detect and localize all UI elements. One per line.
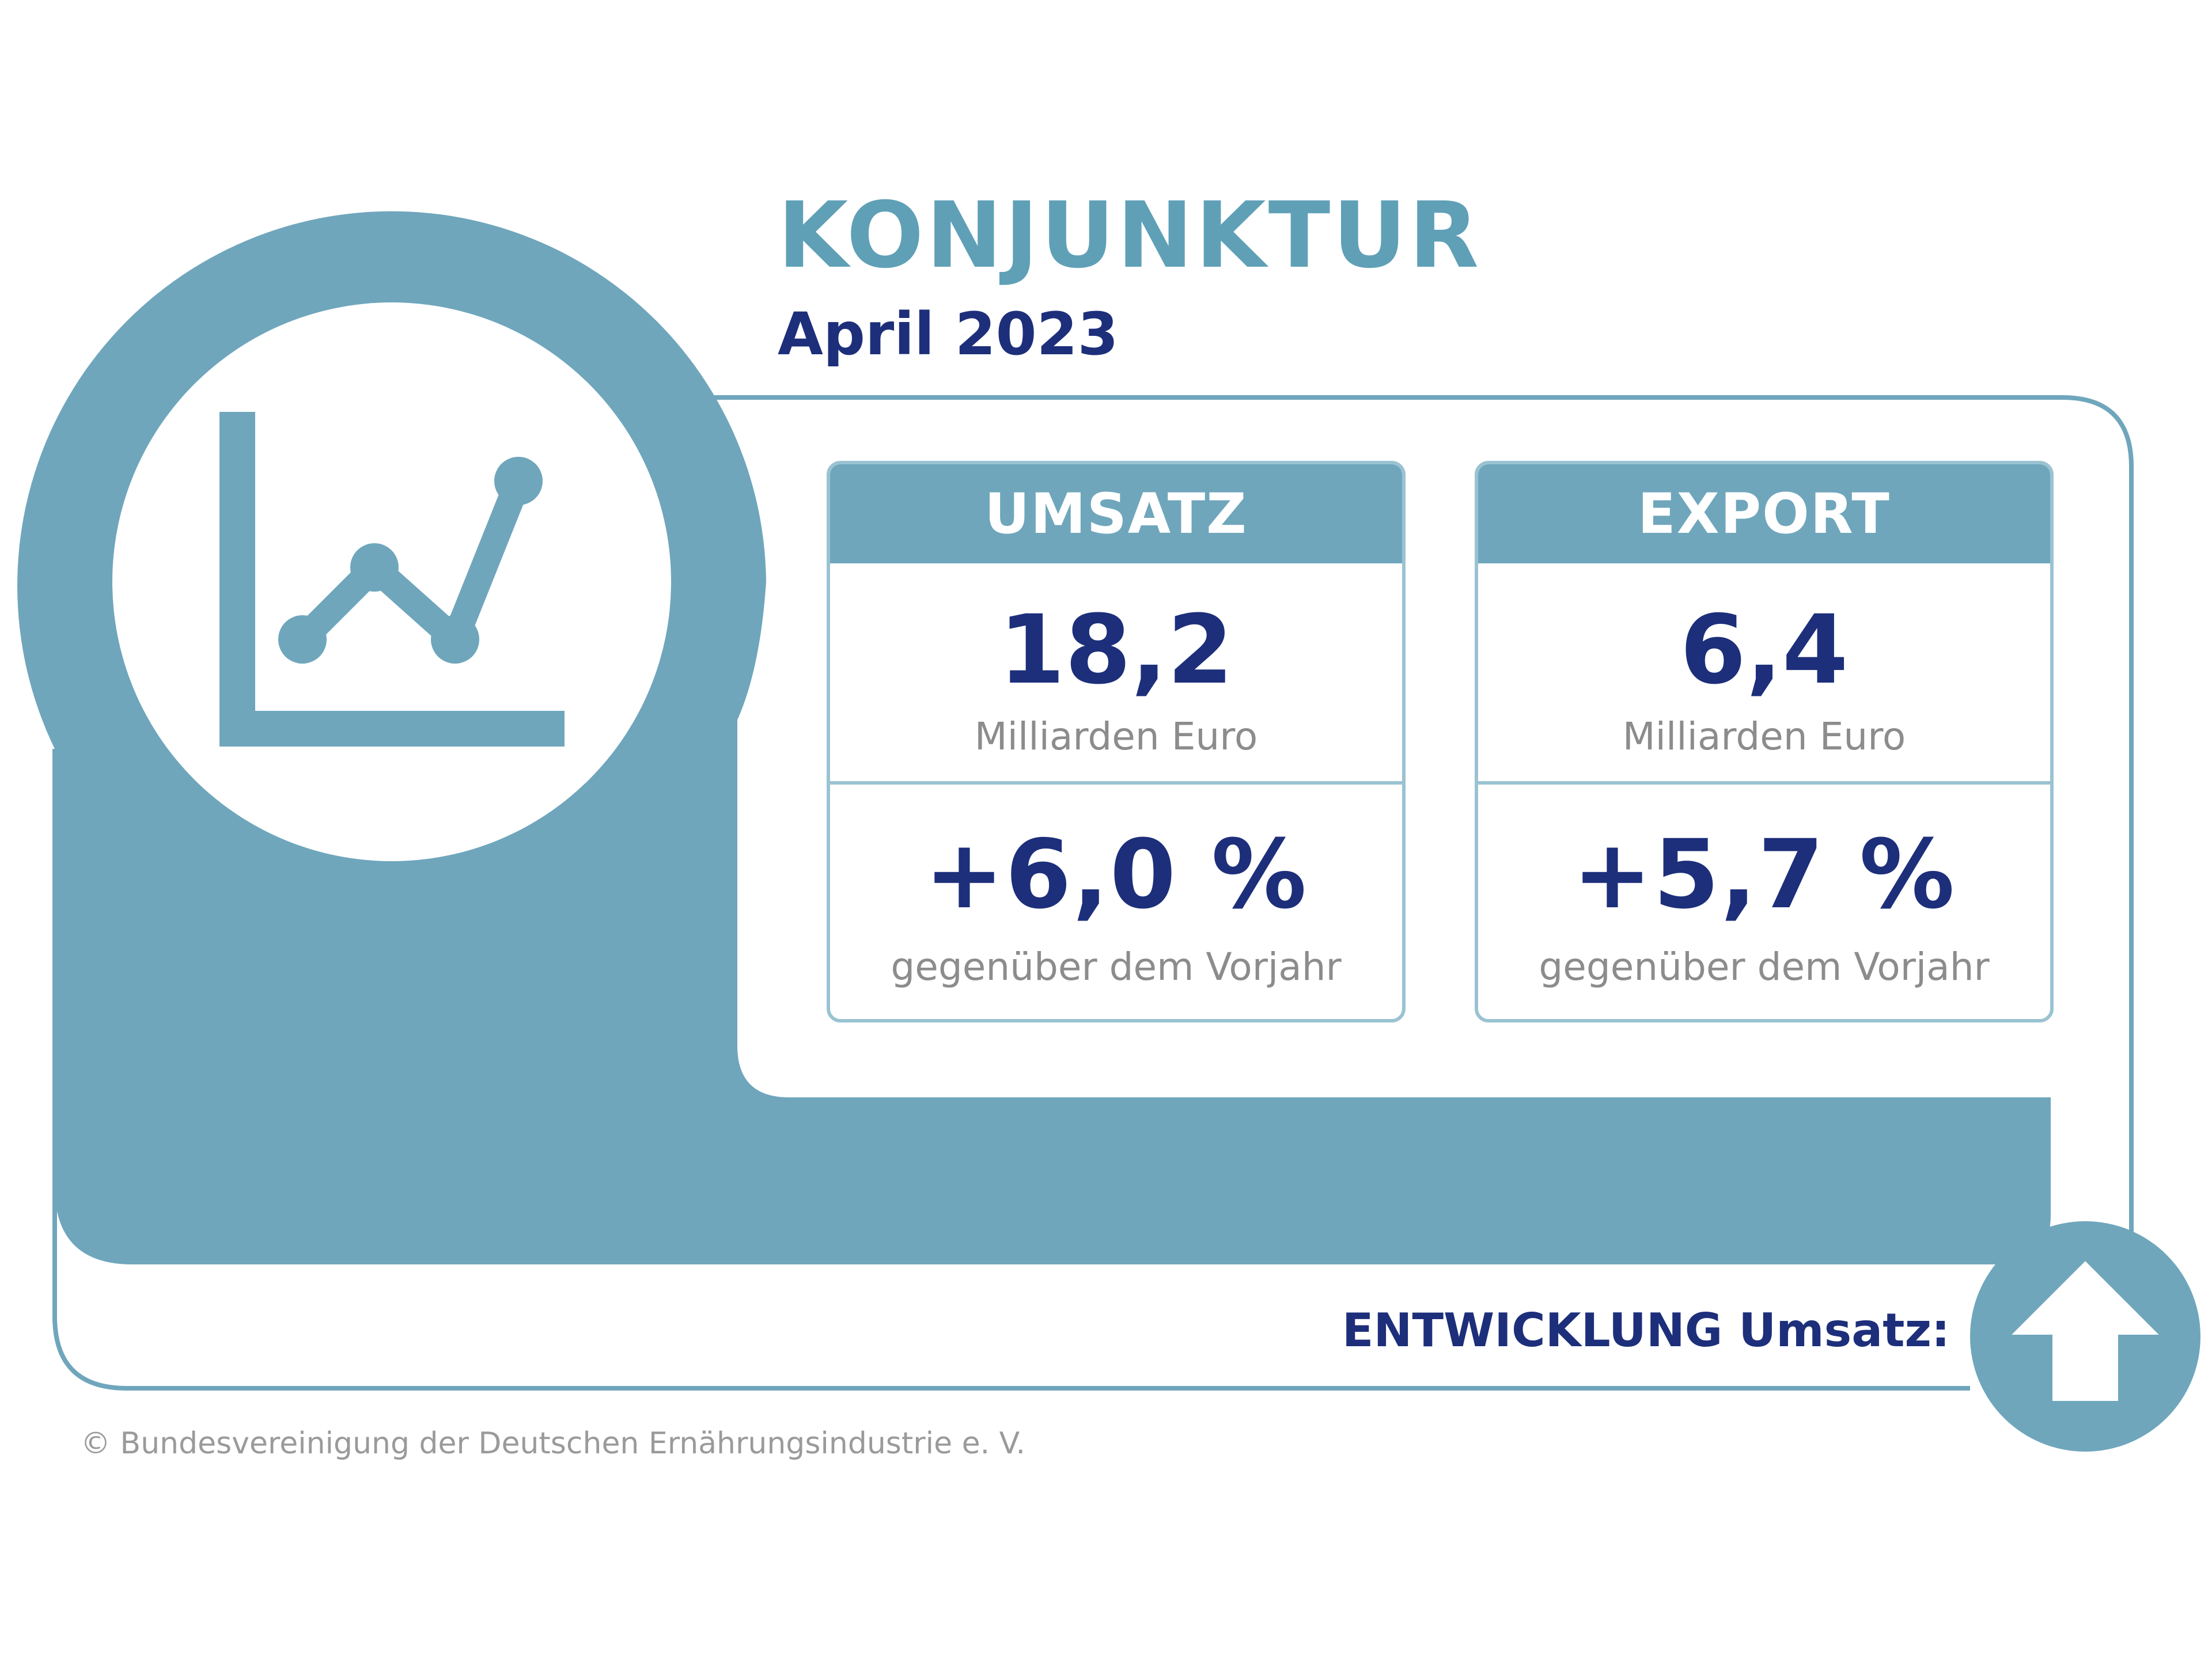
card-value: 6,4	[1680, 594, 1849, 705]
card-unit: Milliarden Euro	[1622, 714, 1906, 759]
card-divider	[830, 781, 1402, 785]
card-change-label: gegenüber dem Vorjahr	[1539, 945, 1990, 989]
card-unit: Milliarden Euro	[974, 714, 1258, 759]
page-subtitle: April 2023	[778, 300, 1119, 369]
card-export: EXPORT 6,4 Milliarden Euro +5,7 % gegenü…	[1475, 461, 2054, 1022]
card-change: +6,0 %	[924, 819, 1308, 930]
outer-frame-outline	[52, 395, 2134, 1391]
line-chart-icon	[219, 412, 565, 747]
arrow-up-icon	[2003, 1256, 2168, 1404]
development-label: ENTWICKLUNG Umsatz:	[1342, 1304, 1950, 1357]
card-umsatz: UMSATZ 18,2 Milliarden Euro +6,0 % gegen…	[827, 461, 1406, 1022]
card-change-label: gegenüber dem Vorjahr	[891, 945, 1342, 989]
page-title: KONJUNKTUR	[778, 183, 1482, 289]
card-change: +5,7 %	[1572, 819, 1956, 930]
card-heading: EXPORT	[1478, 464, 2050, 563]
card-heading: UMSATZ	[830, 464, 1402, 563]
card-divider	[1478, 781, 2050, 785]
card-value: 18,2	[998, 594, 1234, 705]
copyright-text: © Bundesvereinigung der Deutschen Ernähr…	[81, 1426, 1026, 1461]
